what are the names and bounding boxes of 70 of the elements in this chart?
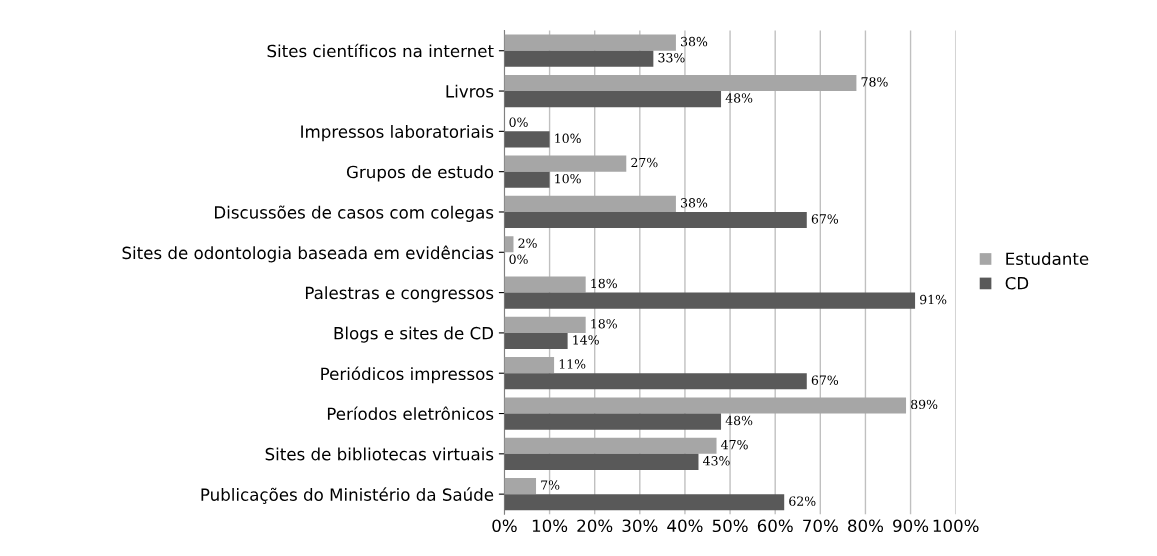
legend-label: Estudante xyxy=(1006,252,1089,266)
data-label: 48% xyxy=(725,415,753,426)
bar xyxy=(504,316,586,333)
bar xyxy=(504,91,722,108)
y-tick-label: Sites científicos na internet xyxy=(267,43,494,58)
data-label: 2% xyxy=(518,238,537,248)
data-label: 10% xyxy=(555,133,581,144)
bar xyxy=(504,494,785,511)
bar xyxy=(504,155,627,172)
bar xyxy=(504,195,676,212)
bar xyxy=(504,357,555,374)
bar xyxy=(504,276,586,293)
bar xyxy=(504,171,550,188)
bar xyxy=(504,131,550,148)
x-tick-label: 60% xyxy=(757,519,793,533)
bar xyxy=(504,74,857,92)
x-tick-label: 70% xyxy=(803,519,838,533)
data-label: 18% xyxy=(591,278,617,289)
data-label: 67% xyxy=(811,375,839,385)
data-label: 67% xyxy=(811,214,839,224)
x-tick-label: 100% xyxy=(933,519,979,533)
data-label: 27% xyxy=(631,157,658,168)
y-tick-label: Grupos de estudo xyxy=(346,165,494,182)
data-label: 38% xyxy=(681,198,708,208)
data-label: 11% xyxy=(559,359,586,369)
bar xyxy=(504,50,654,67)
data-label: 78% xyxy=(861,77,888,87)
x-tick-label: 80% xyxy=(848,519,884,533)
data-label: 0% xyxy=(509,254,528,264)
data-label: 89% xyxy=(911,399,938,410)
data-label: 38% xyxy=(681,36,708,47)
data-label: 0% xyxy=(509,117,528,127)
y-tick-label: Impressos laboratoriais xyxy=(301,125,494,142)
y-tick-label: Sites de bibliotecas virtuais xyxy=(265,447,494,461)
data-label: 48% xyxy=(725,93,753,103)
data-label: 91% xyxy=(920,294,947,305)
x-tick-label: 10% xyxy=(532,519,568,533)
data-label: 47% xyxy=(721,439,748,450)
x-tick-label: 90% xyxy=(893,519,929,533)
bar xyxy=(504,413,722,430)
bar xyxy=(504,397,907,414)
bar xyxy=(504,437,717,454)
bar xyxy=(504,478,537,495)
bar xyxy=(504,373,807,390)
data-label: 43% xyxy=(703,456,730,466)
y-tick-label: Livros xyxy=(446,84,494,98)
bar xyxy=(504,292,916,309)
data-label: 14% xyxy=(573,335,599,345)
bar xyxy=(504,332,568,350)
y-tick-label: Discussões de casos com colegas xyxy=(215,205,494,222)
y-tick-label: Sites de odontologia baseada em evidências xyxy=(122,245,494,263)
bar xyxy=(504,34,676,51)
data-label: 18% xyxy=(591,319,617,329)
y-tick-label: Publicações do Ministério da Saúde xyxy=(201,487,494,504)
x-tick-label: 20% xyxy=(577,519,613,533)
y-tick-label: Periódicos impressos xyxy=(321,366,494,384)
legend-label: CD xyxy=(1005,276,1029,290)
bar xyxy=(504,211,807,229)
data-label: 10% xyxy=(555,173,581,184)
x-tick-label: 40% xyxy=(667,519,703,533)
x-tick-label: 30% xyxy=(622,519,658,533)
x-tick-label: 0% xyxy=(492,519,517,533)
bar xyxy=(504,453,699,470)
x-tick-label: 50% xyxy=(712,519,748,533)
y-tick-label: Períodos eletrônicos xyxy=(327,406,494,421)
data-label: 7% xyxy=(541,480,560,490)
y-tick-label: Palestras e congressos xyxy=(305,286,494,303)
data-label: 62% xyxy=(789,496,816,506)
data-label: 33% xyxy=(658,52,685,63)
y-tick-label: Blogs e sites de CD xyxy=(334,326,494,343)
